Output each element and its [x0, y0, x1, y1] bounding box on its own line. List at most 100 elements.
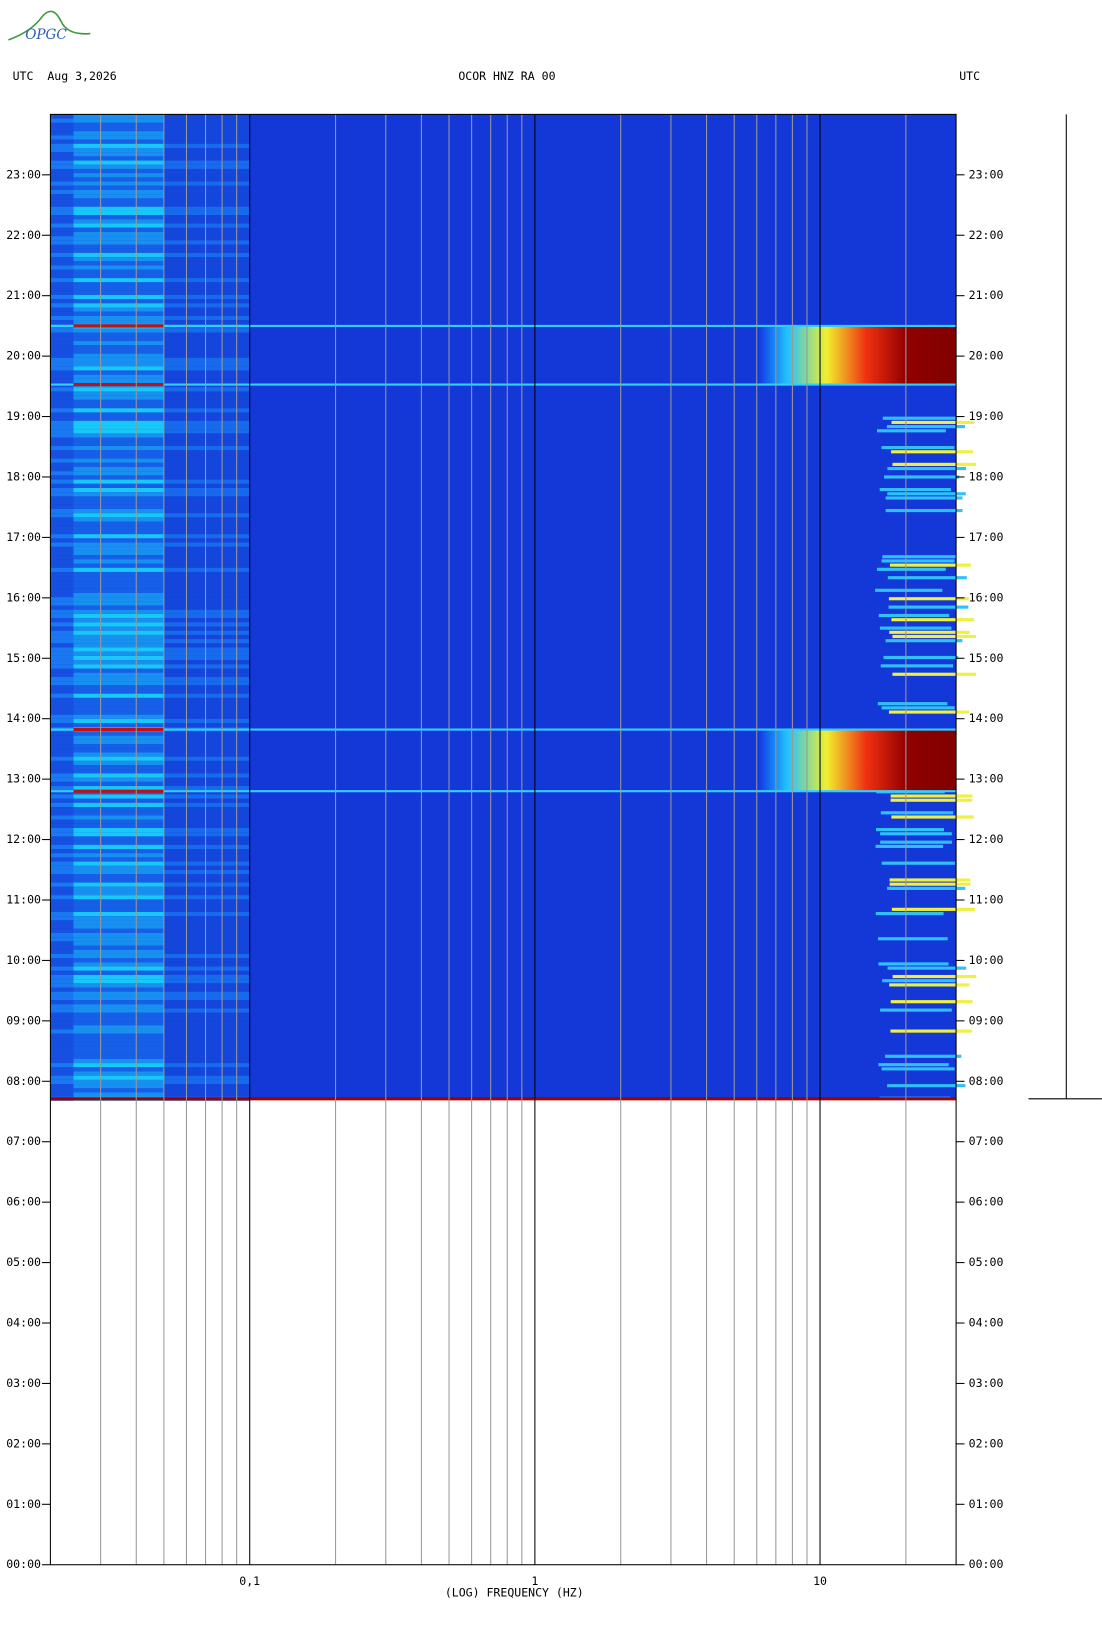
texture	[50, 731, 74, 736]
texture	[163, 697, 250, 703]
texture	[877, 429, 946, 433]
texture	[50, 584, 74, 589]
texture	[73, 693, 164, 698]
texture	[73, 492, 164, 497]
texture	[73, 441, 164, 447]
y-tick-label-right: 16:00	[969, 590, 1004, 604]
texture	[50, 542, 74, 547]
texture	[73, 404, 164, 409]
texture	[50, 240, 74, 245]
texture	[73, 320, 164, 325]
texture	[73, 647, 164, 652]
texture	[73, 937, 164, 942]
texture	[50, 991, 74, 996]
texture	[875, 844, 944, 848]
texture	[885, 508, 963, 513]
texture	[73, 412, 164, 417]
texture	[73, 769, 164, 774]
texture	[73, 483, 164, 488]
texture	[50, 924, 74, 929]
y-tick-label-right: 09:00	[969, 1013, 1004, 1027]
texture	[50, 458, 74, 463]
texture	[73, 294, 164, 300]
texture	[50, 471, 74, 476]
texture	[50, 504, 74, 509]
texture	[163, 189, 250, 195]
texture	[889, 882, 971, 886]
texture	[73, 639, 164, 644]
texture	[73, 194, 164, 199]
texture	[73, 1092, 164, 1097]
texture	[163, 378, 250, 384]
texture	[50, 437, 74, 442]
texture	[163, 857, 250, 862]
texture	[73, 1063, 164, 1068]
texture	[73, 122, 164, 127]
texture	[163, 454, 250, 459]
texture	[73, 328, 164, 333]
texture	[73, 668, 164, 673]
texture	[163, 693, 250, 698]
texture	[163, 370, 250, 375]
texture	[73, 265, 164, 270]
texture	[163, 844, 250, 850]
texture	[163, 437, 250, 442]
texture	[73, 357, 164, 363]
texture	[50, 828, 74, 833]
texture	[50, 706, 74, 711]
y-tick-label: 11:00	[6, 892, 41, 906]
texture	[73, 395, 164, 400]
texture	[163, 408, 250, 413]
texture	[163, 970, 250, 975]
texture	[163, 580, 250, 585]
texture	[163, 244, 250, 249]
texture	[163, 962, 250, 967]
texture	[50, 152, 74, 157]
texture	[50, 882, 74, 887]
texture	[73, 399, 164, 405]
texture	[73, 559, 164, 564]
texture	[163, 299, 250, 304]
texture	[73, 248, 164, 253]
texture	[163, 420, 250, 426]
texture	[163, 748, 250, 753]
texture	[163, 215, 250, 220]
x-tick-label: 10	[813, 1574, 827, 1588]
texture	[50, 282, 74, 287]
texture	[163, 1063, 250, 1068]
texture	[163, 1071, 250, 1076]
texture	[163, 639, 250, 644]
y-tick-label: 13:00	[6, 772, 41, 786]
y-tick-label-right: 19:00	[969, 409, 1004, 423]
texture	[888, 710, 970, 714]
event-burst	[756, 729, 957, 792]
texture	[50, 446, 74, 451]
texture	[73, 823, 164, 829]
texture	[50, 118, 74, 123]
texture	[73, 181, 164, 186]
texture	[50, 815, 74, 820]
texture	[163, 332, 250, 337]
texture	[50, 576, 74, 581]
texture	[73, 714, 164, 719]
texture	[50, 1004, 74, 1009]
texture	[50, 1016, 74, 1022]
texture	[163, 1021, 250, 1026]
texture	[163, 168, 250, 174]
texture	[50, 462, 74, 468]
texture	[73, 446, 164, 451]
texture	[163, 550, 250, 556]
texture	[50, 332, 74, 337]
texture	[163, 815, 250, 820]
texture	[73, 945, 164, 950]
texture	[163, 282, 250, 287]
texture	[50, 357, 74, 363]
texture	[73, 853, 164, 858]
texture	[73, 794, 164, 799]
texture	[163, 1000, 250, 1005]
texture	[163, 1029, 250, 1034]
texture	[73, 139, 164, 144]
texture	[73, 177, 164, 182]
texture	[73, 236, 164, 241]
texture	[881, 861, 955, 865]
